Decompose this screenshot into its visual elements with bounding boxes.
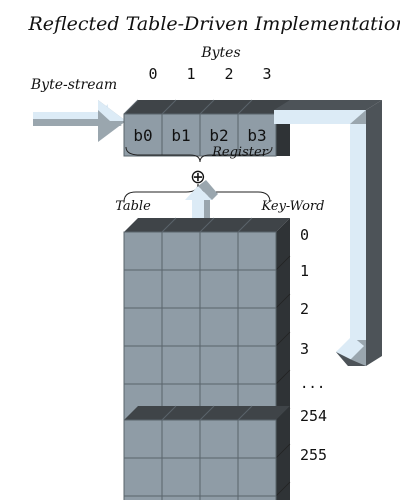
table-top-cell-r2-c1 xyxy=(161,307,201,347)
table-top-cell-r3-c0 xyxy=(123,345,163,385)
byte-index-1: 1 xyxy=(186,65,195,83)
table-bottom-block xyxy=(123,405,291,500)
table-top-cell-r3-c1 xyxy=(161,345,201,385)
table-top-cell-r1-c1 xyxy=(161,269,201,309)
register-cell-3 xyxy=(237,113,277,157)
register-cell-label-0: b0 xyxy=(133,126,152,145)
table-bottom-cell-r0-c2 xyxy=(199,419,239,459)
row-label-0: 0 xyxy=(300,226,309,244)
table-top-cell-r0-c1 xyxy=(161,231,201,271)
table-label: Table xyxy=(115,199,151,214)
row-ellipsis: ... xyxy=(300,376,325,392)
table-top-cell-r1-c3 xyxy=(237,269,277,309)
byte-index-labels: 0 1 2 3 xyxy=(148,65,271,83)
diagram-title: Reflected Table-Driven Implementation xyxy=(27,13,400,35)
register-brace xyxy=(125,146,273,163)
table-bottom-cell-r0-c0 xyxy=(123,419,163,459)
row-label-254: 254 xyxy=(300,407,327,425)
table-keyword-brace xyxy=(123,183,271,203)
table-bottom-cell-r2-c3 xyxy=(237,495,277,500)
table-top-cell-r2-c2 xyxy=(199,307,239,347)
keyword-label: Key-Word xyxy=(261,199,325,214)
register-feedback-arrow xyxy=(274,100,382,366)
table-top-cell-r1-c0 xyxy=(123,269,163,309)
table-top-cell-r0-c2 xyxy=(199,231,239,271)
row-labels: 0 1 2 3 254 255 xyxy=(300,226,327,464)
row-label-255: 255 xyxy=(300,446,327,464)
table-bottom-cell-r2-c2 xyxy=(199,495,239,500)
row-label-1: 1 xyxy=(300,262,309,280)
table-top-cell-r3-c2 xyxy=(199,345,239,385)
register-label: Register xyxy=(211,145,269,160)
table-top-side-face xyxy=(276,218,290,422)
table-top-cell-r1-c2 xyxy=(199,269,239,309)
register-cell-label-2: b2 xyxy=(209,126,228,145)
table-top-cell-r3-c3 xyxy=(237,345,277,385)
row-label-3: 3 xyxy=(300,340,309,358)
table-bottom-cell-r2-c1 xyxy=(161,495,201,500)
table-top-cell-r0-c0 xyxy=(123,231,163,271)
table-bottom-cell-r1-c2 xyxy=(199,457,239,497)
table-top-cell-r2-c0 xyxy=(123,307,163,347)
table-bottom-cell-r1-c1 xyxy=(161,457,201,497)
table-bottom-cell-r0-c3 xyxy=(237,419,277,459)
register: b0 b1 b2 b3 xyxy=(123,99,290,157)
register-cell-label-3: b3 xyxy=(247,126,266,145)
table-bottom-cell-r1-c3 xyxy=(237,457,277,497)
table-bottom-cell-r2-c0 xyxy=(123,495,163,500)
bytes-label: Bytes xyxy=(200,45,240,61)
byte-index-0: 0 xyxy=(148,65,157,83)
row-label-2: 2 xyxy=(300,300,309,318)
table-bottom-cell-r0-c1 xyxy=(161,419,201,459)
register-cell-0 xyxy=(123,113,163,157)
byte-stream-label: Byte-stream xyxy=(30,77,117,93)
byte-stream-arrow xyxy=(33,100,126,142)
byte-index-3: 3 xyxy=(262,65,271,83)
table-top-cell-r2-c3 xyxy=(237,307,277,347)
xor-symbol: ⊕ xyxy=(190,166,206,188)
table-bottom-side-face xyxy=(276,406,290,500)
table-top-cell-r0-c3 xyxy=(237,231,277,271)
table-top-block xyxy=(123,217,291,423)
register-cell-label-1: b1 xyxy=(171,126,190,145)
register-cell-1 xyxy=(161,113,201,157)
byte-index-2: 2 xyxy=(224,65,233,83)
table-bottom-cell-r1-c0 xyxy=(123,457,163,497)
